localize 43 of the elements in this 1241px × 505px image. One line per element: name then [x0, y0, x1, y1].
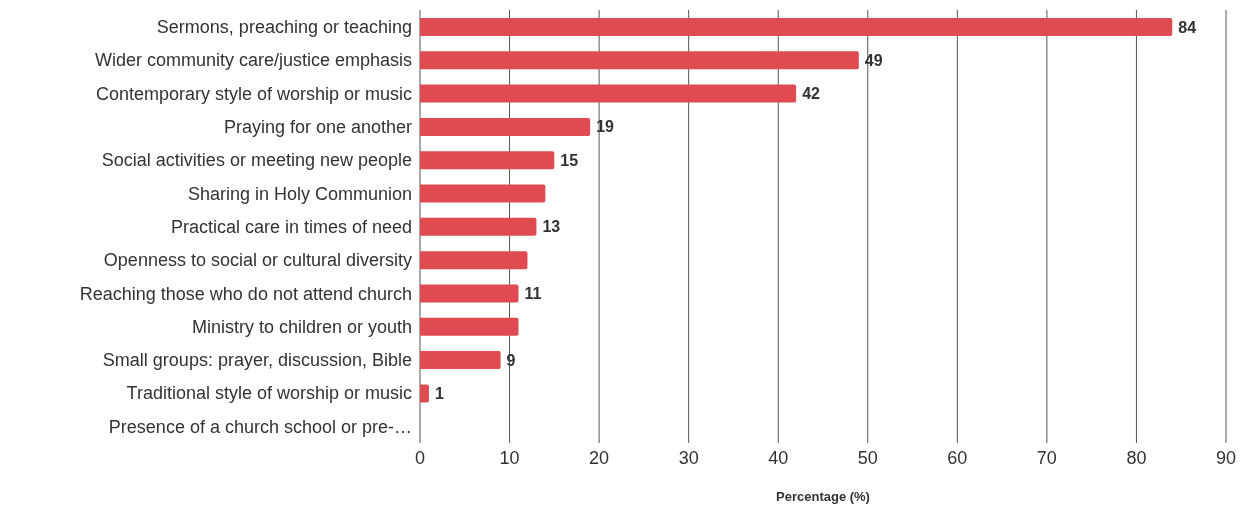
x-tick-label: 80 — [1126, 447, 1147, 468]
data-label: 84 — [1178, 18, 1197, 36]
bar — [420, 351, 501, 370]
data-label: 1 — [434, 384, 444, 402]
y-tick-label: Contemporary style of worship or music — [95, 83, 412, 104]
y-tick-label: Wider community care/justice emphasis — [94, 50, 412, 71]
data-label: 13 — [542, 218, 561, 236]
bar — [420, 51, 859, 70]
bar — [420, 384, 429, 403]
bar — [420, 84, 797, 103]
x-tick-label: 30 — [678, 447, 699, 468]
bar — [420, 184, 546, 203]
y-tick-label: Social activities or meeting new people — [101, 150, 412, 171]
bar — [420, 317, 519, 336]
data-label: 42 — [802, 85, 821, 103]
x-tick-label: 40 — [768, 447, 789, 468]
y-tick-label: Practical care in times of need — [170, 216, 412, 237]
data-label: 15 — [560, 151, 579, 169]
bar — [420, 251, 528, 270]
y-tick-label: Praying for one another — [223, 116, 412, 137]
x-axis-title: Percentage (%) — [776, 489, 870, 504]
y-tick-label: Ministry to children or youth — [191, 316, 412, 337]
bar — [420, 284, 519, 303]
y-tick-label: Traditional style of worship or music — [126, 383, 412, 404]
data-label: 11 — [524, 284, 542, 302]
data-label: 19 — [596, 118, 615, 136]
x-tick-label: 20 — [589, 447, 610, 468]
bar — [420, 18, 1173, 36]
bar — [420, 151, 555, 170]
bar — [420, 217, 537, 236]
y-tick-label: Presence of a church school or pre-… — [108, 416, 412, 437]
x-tick-label: 50 — [857, 447, 878, 468]
y-tick-label: Reaching those who do not attend church — [79, 283, 412, 304]
x-tick-label: 60 — [947, 447, 968, 468]
x-tick-label: 90 — [1215, 447, 1237, 468]
y-tick-label: Sharing in Holy Communion — [187, 183, 412, 204]
x-tick-label: 10 — [499, 447, 520, 468]
y-tick-label: Openness to social or cultural diversity — [103, 250, 412, 271]
y-tick-label: Sermons, preaching or teaching — [156, 17, 412, 38]
x-tick-label: 0 — [414, 447, 426, 468]
x-tick-label: 70 — [1036, 447, 1057, 468]
y-tick-label: Small groups: prayer, discussion, Bible — [102, 350, 412, 371]
bar — [420, 117, 591, 136]
